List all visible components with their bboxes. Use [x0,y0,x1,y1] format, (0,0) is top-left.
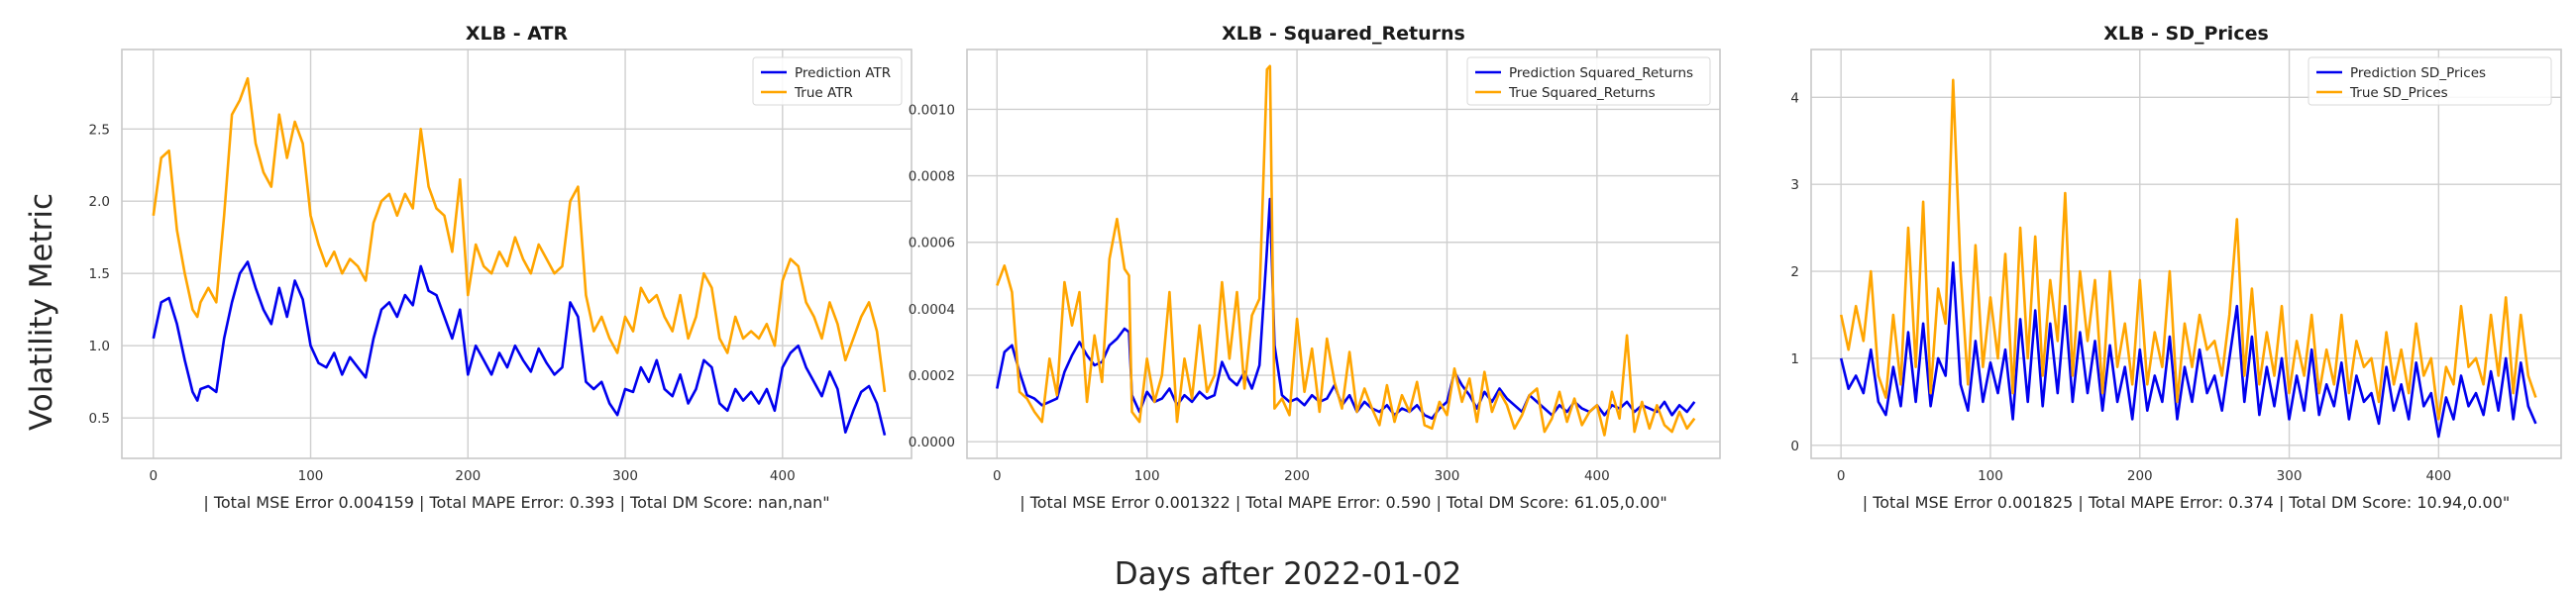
legend-box [1466,56,1711,106]
true-series-line [1839,78,2537,421]
plot-frame [966,49,1721,459]
x-axis-label: Days after 2022-01-02 [1115,556,1462,592]
chart-error-summary: | Total MSE Error 0.001322 | Total MAPE … [1020,493,1667,512]
plot-frame [121,49,912,459]
x-tick-label: 400 [2425,468,2451,484]
chart-title: XLB - SD_Prices [2103,23,2269,45]
legend-label-prediction: Prediction ATR [795,65,891,81]
y-tick-label: 3 [1790,177,1799,193]
legend-box [752,56,903,106]
true-series-line [152,76,887,393]
chart-panel-1: 0 100 200 300 400 0.5 1.0 1.5 2.0 2.5 XLB - ATR | T… [89,23,912,512]
chart-title: XLB - Squared_Returns [1222,23,1465,45]
x-tick-label: 200 [2127,468,2153,484]
plot-frame [1810,49,2562,459]
legend-label-prediction: Prediction SD_Prices [2350,65,2486,81]
x-tick-label: 300 [1435,468,1460,484]
y-tick-label: 4 [1790,90,1799,106]
y-tick-label: 2.5 [89,122,110,138]
legend-box [2308,56,2552,106]
x-tick-label: 0 [1837,468,1846,484]
legend-label-true: True SD_Prices [2349,85,2448,101]
y-tick-label: 0 [1790,439,1799,454]
prediction-series-line [152,260,887,437]
chart-panel-3: 0 100 200 300 400 0 1 2 3 4 XLB - SD_Prices | Total… [1790,23,2562,512]
x-tick-label: 0 [149,468,158,484]
y-tick-label: 0.0010 [909,102,955,118]
x-tick-label: 200 [455,468,481,484]
y-tick-label: 1.5 [89,266,110,282]
legend-label-true: True Squared_Returns [1508,85,1656,101]
chart-title: XLB - ATR [466,23,569,45]
y-tick-label: 0.5 [89,411,110,427]
x-tick-label: 300 [612,468,638,484]
y-tick-label: 1.0 [89,339,110,354]
y-axis-label: Volatility Metric [24,193,59,431]
x-tick-label: 400 [770,468,796,484]
chart-panel-2: 0 100 200 300 400 0.0000 0.0002 0.0004 0.0006 0.0… [909,23,1721,512]
x-tick-label: 100 [1134,468,1160,484]
y-tick-label: 0.0004 [909,302,955,318]
chart-error-summary: | Total MSE Error 0.001825 | Total MAPE … [1863,493,2511,512]
true-series-line [996,64,1696,437]
y-tick-label: 2.0 [89,194,110,210]
x-tick-label: 400 [1584,468,1610,484]
plot-area [122,50,912,458]
y-tick-label: 1 [1790,351,1799,367]
y-tick-label: 0.0002 [909,368,955,384]
y-tick-label: 0.0006 [909,236,955,251]
x-tick-label: 100 [298,468,324,484]
x-tick-label: 0 [993,468,1002,484]
y-tick-label: 0.0000 [909,435,955,450]
y-tick-label: 2 [1790,264,1799,280]
legend-label-prediction: Prediction Squared_Returns [1509,65,1693,81]
plot-area [1811,50,2561,458]
x-tick-label: 300 [2277,468,2303,484]
prediction-series-line [1839,260,2537,439]
legend-label-true: True ATR [794,85,853,101]
x-tick-label: 100 [1978,468,2003,484]
x-tick-label: 200 [1284,468,1310,484]
y-tick-label: 0.0008 [909,169,955,185]
chart-error-summary: | Total MSE Error 0.004159 | Total MAPE … [203,493,829,512]
